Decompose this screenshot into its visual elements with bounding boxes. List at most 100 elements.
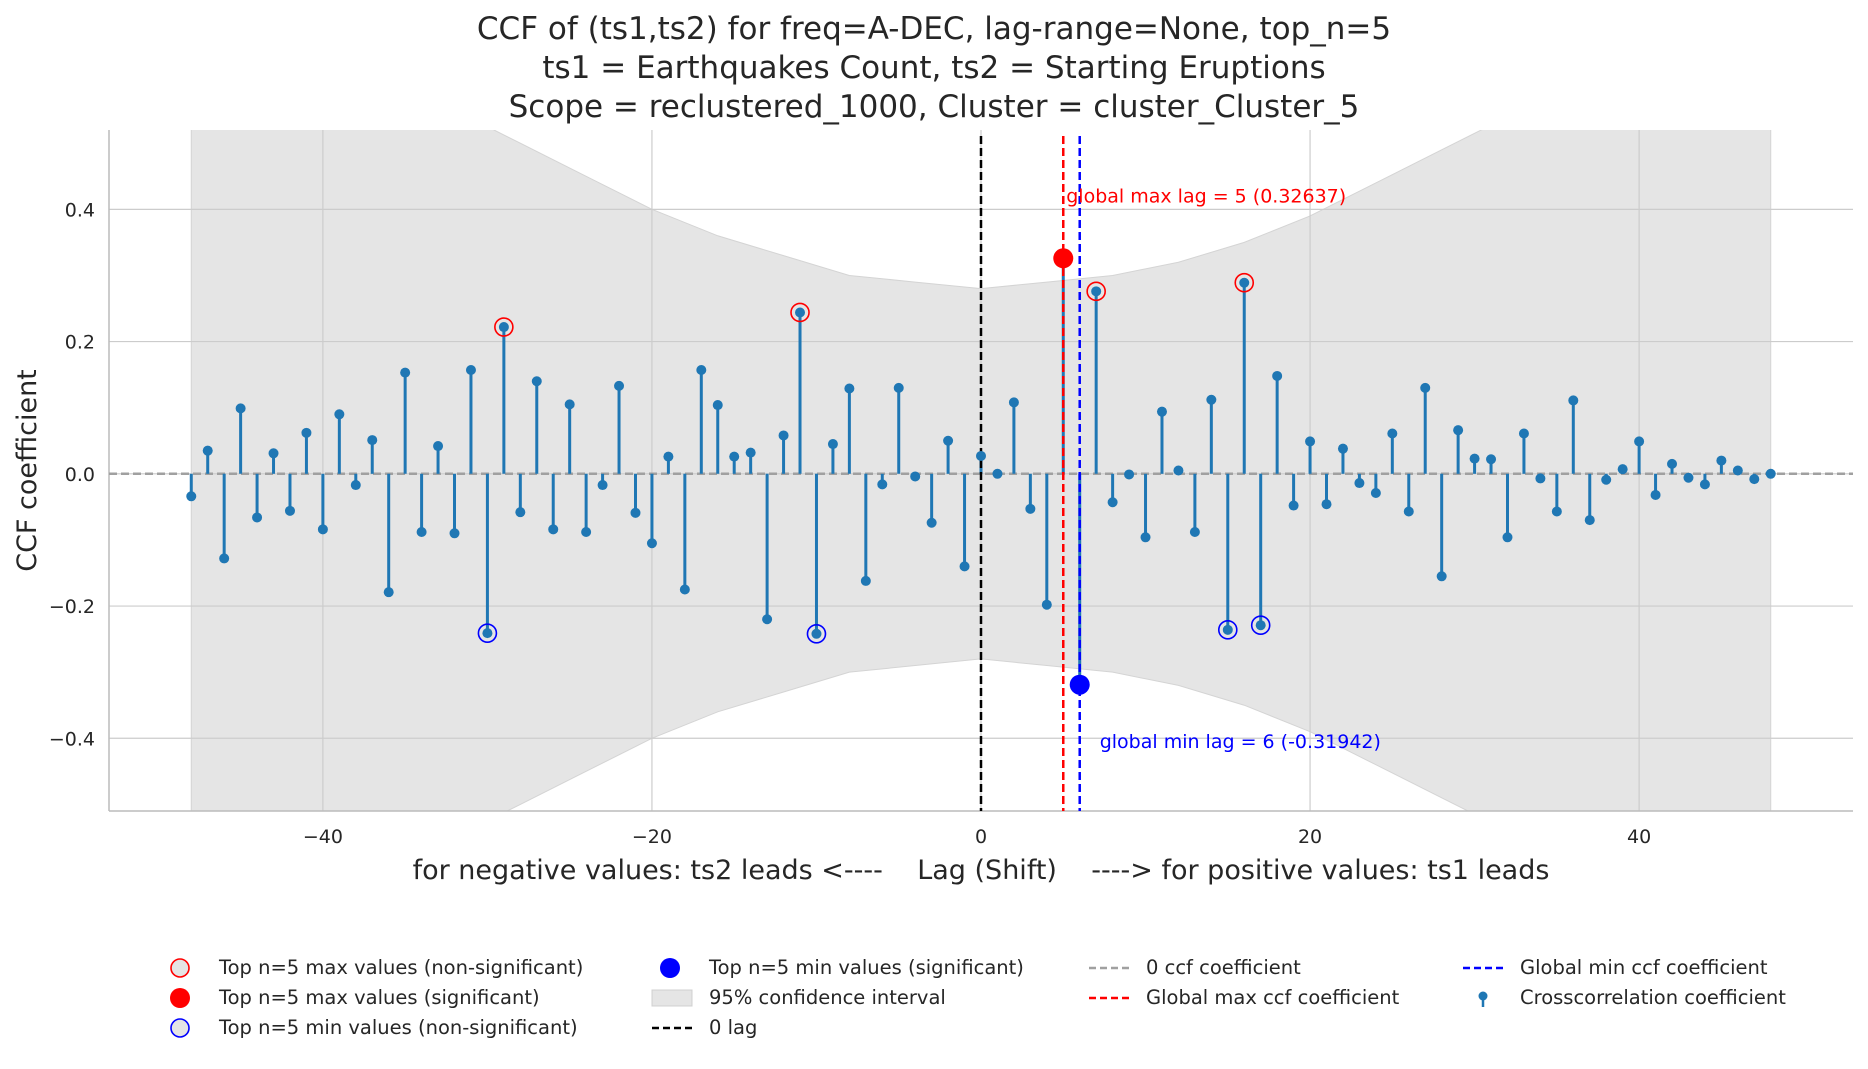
- legend-label-zero-lag: 0 lag: [709, 1016, 758, 1039]
- stem-marker: [614, 380, 625, 391]
- stem-marker: [1683, 472, 1694, 483]
- global-min-annotation: global min lag = 6 (-0.31942): [1100, 731, 1381, 753]
- stem-marker: [1749, 474, 1760, 485]
- stem-marker: [449, 528, 460, 539]
- stem-marker: [976, 450, 986, 461]
- chart-legend: Top n=5 max values (non-significant) Top…: [160, 955, 1840, 1055]
- stem-marker: [1337, 443, 1348, 454]
- stem-marker: [400, 367, 411, 378]
- chart-title-line-3: Scope = reclustered_1000, Cluster = clus…: [508, 89, 1360, 125]
- legend-label-top-max-sig: Top n=5 max values (significant): [219, 986, 540, 1009]
- stem-marker: [1601, 474, 1612, 485]
- stem-marker: [778, 430, 789, 441]
- chart-title-line-1: CCF of (ts1,ts2) for freq=A-DEC, lag-ran…: [476, 11, 1392, 47]
- stem-marker: [1305, 436, 1316, 447]
- y-tick-label-2: 0.0: [65, 464, 95, 486]
- stem-marker: [465, 365, 476, 376]
- stem-marker: [762, 614, 773, 625]
- stem-marker: [564, 399, 575, 410]
- stem-marker: [827, 439, 838, 450]
- stem-marker: [367, 435, 378, 446]
- stem-marker: [877, 479, 888, 490]
- x-tick-label-3: 20: [1298, 826, 1322, 848]
- stem-marker: [1699, 479, 1710, 490]
- stem-marker: [745, 447, 756, 458]
- stem-marker: [597, 480, 608, 491]
- stem-marker: [1650, 489, 1661, 500]
- stem-marker: [1716, 455, 1727, 466]
- stem-marker: [1551, 506, 1562, 517]
- stem-marker: [1420, 382, 1431, 393]
- stem-marker: [646, 538, 657, 549]
- stem-marker: [679, 584, 690, 595]
- legend-label-crosscorrelation: Crosscorrelation coefficient: [1520, 986, 1786, 1009]
- stem-marker: [186, 491, 197, 502]
- stem-marker: [1025, 503, 1036, 514]
- y-tick-label-3: 0.2: [65, 332, 95, 354]
- stem-marker: [202, 445, 213, 456]
- stem-marker: [1453, 425, 1464, 436]
- stem-marker: [1091, 286, 1102, 297]
- stem-marker: [1156, 406, 1167, 417]
- stem-marker: [1173, 465, 1184, 476]
- y-tick-label-1: −0.2: [49, 596, 95, 618]
- top-max-nonsig-marker: [494, 317, 514, 337]
- stem-marker: [1568, 395, 1579, 406]
- stem-marker: [696, 365, 707, 376]
- stem-marker: [1008, 397, 1019, 408]
- stem-marker: [1239, 277, 1250, 288]
- top-max-sig-marker: [1053, 248, 1074, 269]
- stem-marker: [284, 505, 295, 516]
- legend-label-top-min-nonsig: Top n=5 min values (non-significant): [219, 1016, 578, 1039]
- stem-marker: [729, 451, 740, 462]
- x-tick-label-4: 40: [1627, 826, 1651, 848]
- x-axis-label: for negative values: ts2 leads <---- Lag…: [413, 855, 1550, 886]
- stem-marker: [334, 409, 345, 420]
- stem-marker: [860, 575, 871, 586]
- stem-marker: [301, 427, 312, 438]
- chart-title-line-2: ts1 = Earthquakes Count, ts2 = Starting …: [542, 50, 1326, 86]
- stem-marker: [1041, 599, 1052, 610]
- stem-marker: [531, 376, 542, 387]
- stem-marker: [1584, 515, 1595, 526]
- stem-marker: [416, 526, 427, 537]
- legend-label-confidence-interval: 95% confidence interval: [709, 986, 946, 1009]
- stem-marker: [1321, 499, 1332, 510]
- stem-marker: [959, 561, 970, 572]
- stem-marker: [1765, 468, 1776, 479]
- global-max-annotation: global max lag = 5 (0.32637): [1066, 186, 1346, 208]
- stem-marker: [1124, 469, 1135, 480]
- stem-marker: [663, 451, 674, 462]
- stem-marker: [1288, 500, 1299, 511]
- top-min-sig-marker: [1069, 674, 1090, 695]
- stem-marker: [1535, 473, 1546, 484]
- top-max-nonsig-marker: [1234, 272, 1255, 293]
- stem-marker: [1634, 436, 1645, 447]
- y-tick-label-0: −0.4: [49, 728, 95, 750]
- top-min-nonsig-marker: [1250, 615, 1271, 636]
- stem-marker: [1502, 532, 1513, 543]
- stem-marker: [1370, 487, 1381, 498]
- stem-marker: [1469, 453, 1480, 464]
- y-tick-label-4: 0.4: [65, 199, 95, 221]
- stem-marker: [1255, 620, 1266, 631]
- stem-marker: [1518, 428, 1529, 439]
- stem-marker: [630, 507, 641, 518]
- stem-marker: [1107, 497, 1118, 508]
- stem-marker: [581, 526, 592, 537]
- stem-marker: [219, 553, 230, 564]
- stem-marker: [235, 403, 246, 414]
- stem-marker: [350, 480, 361, 491]
- stem-marker: [992, 468, 1003, 479]
- ccf-stem-chart: −40 −20 0 20 40 −0.4 −0.2 0.0 0.2 0.4 for negative…: [12, 130, 1853, 886]
- x-tick-label-1: −20: [632, 826, 672, 848]
- stem-marker: [268, 448, 279, 459]
- stem-marker: [943, 435, 954, 446]
- top-max-nonsig-marker: [790, 302, 810, 323]
- stem-marker: [1222, 624, 1233, 635]
- stem-marker: [1403, 506, 1414, 517]
- stem-marker: [1667, 458, 1678, 469]
- legend-label-zero-ccf: 0 ccf coefficient: [1146, 956, 1301, 979]
- top-min-nonsig-marker: [806, 624, 827, 644]
- stem-marker: [712, 400, 723, 411]
